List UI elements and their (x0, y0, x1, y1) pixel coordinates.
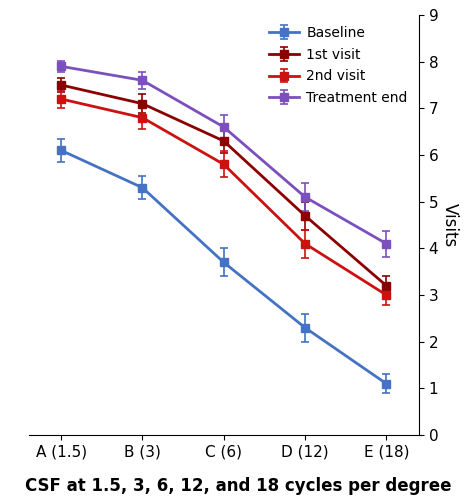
Y-axis label: Visits: Visits (441, 203, 459, 247)
Legend: Baseline, 1st visit, 2nd visit, Treatment end: Baseline, 1st visit, 2nd visit, Treatmen… (265, 22, 412, 109)
Text: CSF at 1.5, 3, 6, 12, and 18 cycles per degree: CSF at 1.5, 3, 6, 12, and 18 cycles per … (25, 477, 451, 495)
